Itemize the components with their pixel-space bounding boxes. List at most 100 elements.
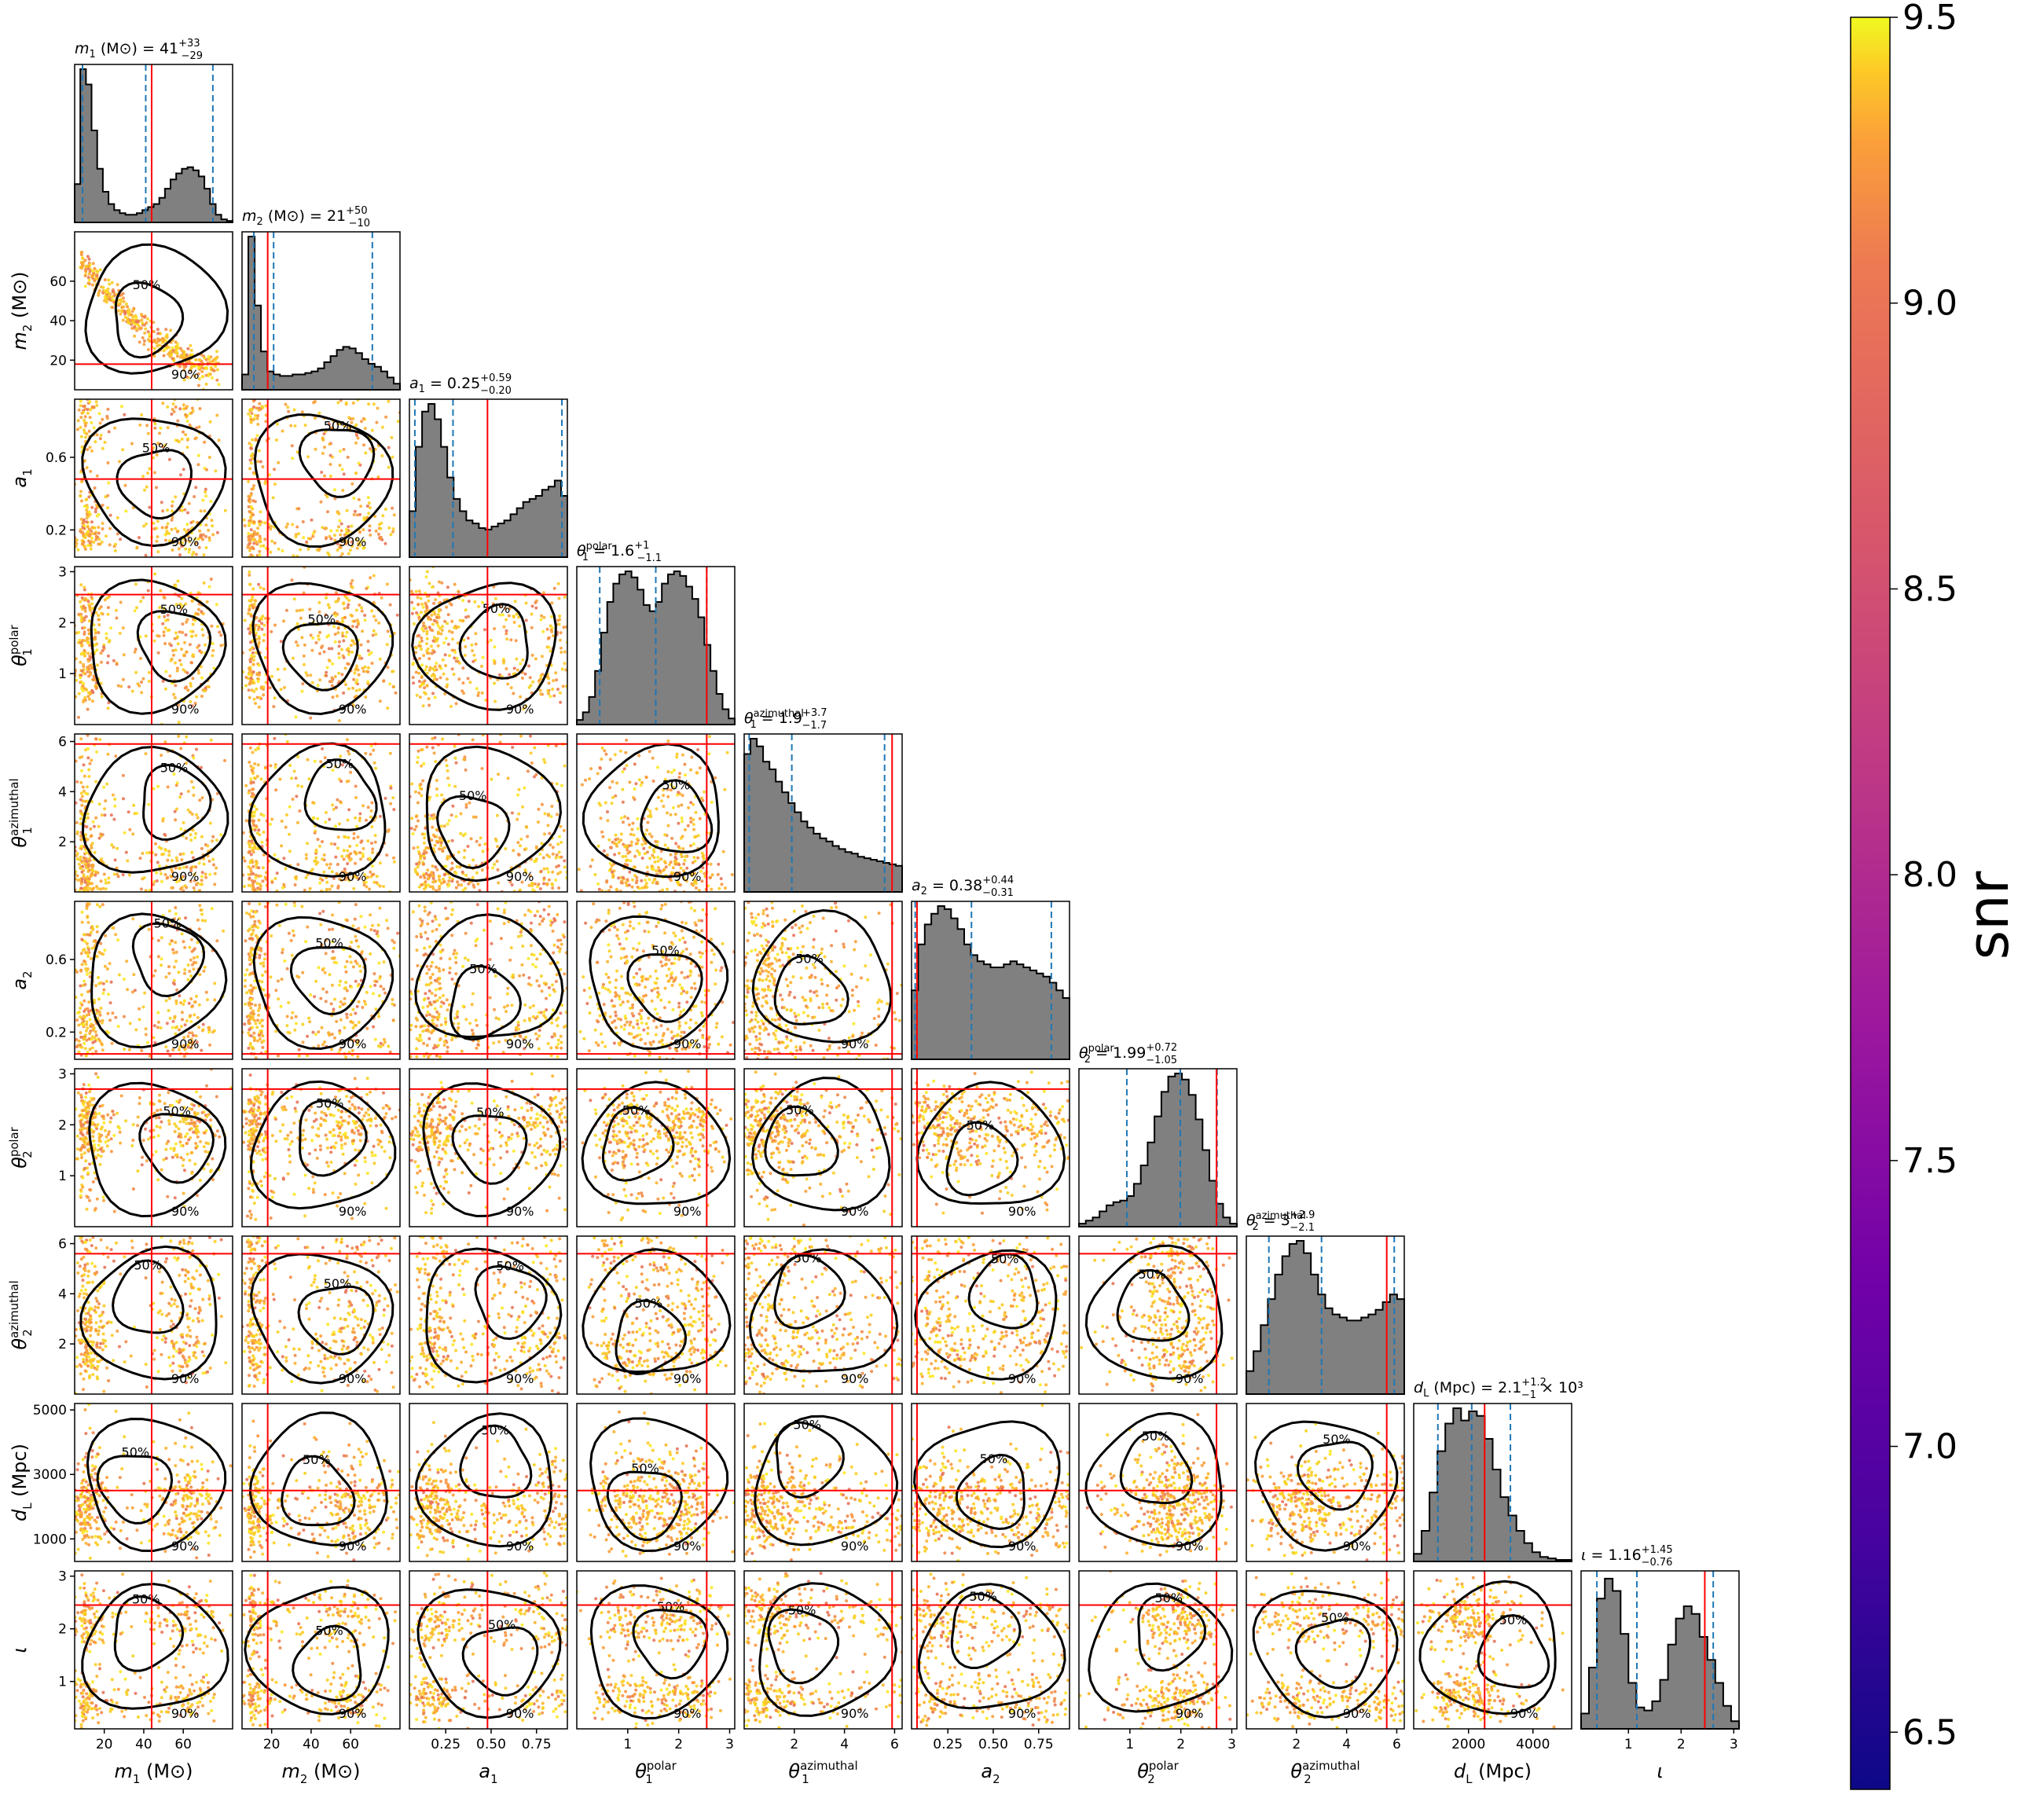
scatter-point bbox=[116, 1025, 120, 1029]
scatter-point bbox=[534, 606, 538, 610]
scatter-point bbox=[336, 863, 339, 866]
scatter-point bbox=[480, 600, 484, 604]
scatter-point bbox=[422, 682, 425, 686]
scatter-point bbox=[175, 354, 179, 358]
scatter-point bbox=[287, 931, 291, 935]
scatter-point bbox=[197, 644, 201, 648]
scatter-point bbox=[649, 815, 653, 819]
scatter-point bbox=[106, 654, 110, 658]
scatter-point bbox=[512, 849, 516, 853]
scatter-point bbox=[253, 762, 257, 765]
scatter-point bbox=[147, 670, 151, 674]
scatter-point bbox=[86, 281, 90, 285]
scatter-point bbox=[259, 884, 262, 888]
scatter-point bbox=[328, 887, 332, 891]
scatter-point bbox=[636, 885, 640, 889]
scatter-point bbox=[699, 869, 703, 873]
scatter-point bbox=[251, 864, 255, 868]
scatter-point bbox=[391, 530, 395, 534]
scatter-point bbox=[361, 528, 365, 532]
contour-90 bbox=[425, 745, 563, 882]
scatter-point bbox=[306, 673, 310, 677]
scatter-point bbox=[138, 1018, 141, 1022]
scatter-point bbox=[416, 596, 420, 600]
scatter-point bbox=[104, 878, 108, 882]
scatter-point bbox=[248, 955, 251, 959]
scatter-point bbox=[249, 446, 253, 450]
scatter-point bbox=[207, 585, 211, 589]
scatter-point bbox=[354, 796, 358, 799]
scatter-point bbox=[331, 803, 335, 807]
scatter-point bbox=[358, 512, 362, 516]
scatter-point bbox=[309, 633, 313, 637]
scatter-point bbox=[98, 437, 102, 441]
scatter-point bbox=[626, 851, 630, 855]
scatter-point bbox=[251, 871, 255, 875]
scatter-point bbox=[122, 797, 125, 801]
scatter-point bbox=[214, 469, 218, 473]
scatter-point bbox=[536, 820, 540, 824]
scatter-point bbox=[471, 649, 475, 652]
scatter-point bbox=[258, 538, 261, 542]
scatter-point bbox=[75, 631, 79, 635]
scatter-point bbox=[258, 833, 262, 837]
scatter-point bbox=[552, 586, 556, 590]
scatter-point bbox=[170, 518, 174, 522]
scatter-point bbox=[623, 815, 627, 819]
scatter-point bbox=[447, 783, 451, 787]
scatter-point bbox=[262, 587, 266, 591]
scatter-point bbox=[191, 653, 195, 657]
scatter-point bbox=[666, 824, 670, 827]
scatter-point bbox=[506, 776, 510, 780]
scatter-point bbox=[175, 988, 179, 992]
histogram-m2 bbox=[241, 236, 401, 391]
scatter-point bbox=[264, 404, 268, 408]
scatter-point bbox=[155, 871, 159, 875]
scatter-point bbox=[359, 643, 363, 647]
scatter-point bbox=[338, 1031, 342, 1035]
scatter-point bbox=[358, 688, 361, 692]
scatter-point bbox=[353, 619, 357, 623]
scatter-point bbox=[180, 648, 184, 651]
scatter-point bbox=[89, 835, 93, 838]
scatter-point bbox=[157, 634, 161, 638]
scatter-point bbox=[141, 596, 145, 600]
scatter-point bbox=[132, 803, 136, 807]
scatter-point bbox=[123, 413, 127, 416]
scatter-point bbox=[135, 545, 139, 549]
scatter-point bbox=[87, 429, 91, 433]
scatter-point bbox=[178, 553, 182, 557]
scatter-point bbox=[211, 835, 215, 838]
scatter-point bbox=[380, 521, 383, 525]
scatter-point bbox=[94, 277, 98, 281]
scatter-point bbox=[188, 945, 192, 949]
scatter-point bbox=[173, 661, 177, 665]
scatter-point bbox=[79, 1035, 83, 1039]
scatter-point bbox=[107, 993, 110, 996]
scatter-point bbox=[637, 853, 641, 857]
scatter-point bbox=[504, 629, 508, 633]
scatter-point bbox=[104, 534, 108, 538]
scatter-point bbox=[84, 1054, 88, 1058]
scatter-point bbox=[696, 834, 700, 838]
scatter-point bbox=[94, 643, 97, 647]
scatter-point bbox=[325, 811, 328, 814]
scatter-point bbox=[438, 887, 441, 891]
scatter-point bbox=[87, 1000, 91, 1004]
scatter-point bbox=[83, 1009, 86, 1013]
scatter-point bbox=[204, 487, 207, 491]
scatter-point bbox=[358, 530, 362, 534]
panel-contents: 50%90% bbox=[242, 901, 400, 1059]
scatter-point bbox=[337, 655, 341, 659]
scatter-point bbox=[723, 886, 727, 890]
scatter-point bbox=[252, 417, 256, 421]
scatter-point bbox=[211, 359, 215, 363]
scatter-point bbox=[133, 325, 137, 328]
scatter-point bbox=[174, 912, 178, 916]
scatter-point bbox=[186, 978, 190, 982]
scatter-point bbox=[189, 684, 193, 688]
scatter-point bbox=[434, 865, 438, 869]
scatter-point bbox=[173, 917, 177, 921]
scatter-point bbox=[373, 515, 377, 518]
scatter-point bbox=[391, 527, 395, 530]
